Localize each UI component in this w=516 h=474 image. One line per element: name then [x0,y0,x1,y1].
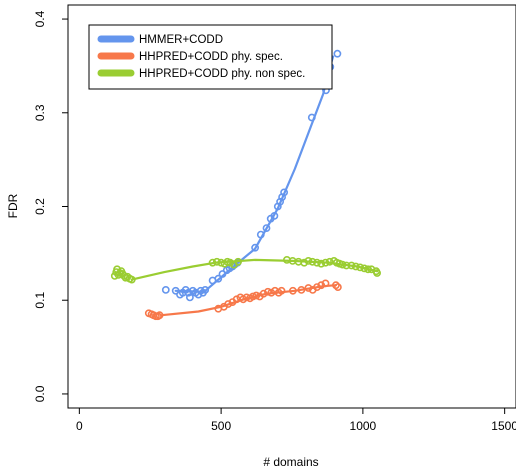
data-point [218,270,227,278]
data-point [342,261,351,270]
data-point [155,311,164,320]
data-point [171,286,180,295]
x-axis-title: # domains [263,455,318,469]
x-tick-label: 1500 [491,419,516,433]
y-tick-label: 0.0 [33,385,47,402]
y-tick-label: 0.3 [33,104,47,121]
x-tick-label: 500 [211,419,231,433]
series-2 [144,279,342,321]
y-tick-label: 0.4 [33,10,47,27]
data-point [307,113,316,122]
legend: HMMER+CODD HHPRED+CODD phy. spec. HHPRED+C… [88,24,333,90]
series-layer [110,49,381,321]
data-point [373,269,381,277]
data-point [304,256,313,265]
data-point [360,264,369,273]
data-point [224,300,233,308]
data-point [201,285,210,294]
series-3 [110,255,381,284]
data-point [263,287,272,296]
data-point [313,258,321,267]
data-point [208,258,217,267]
data-point [184,288,193,297]
data-point [304,284,313,292]
data-point [325,257,334,266]
data-point [252,291,261,300]
data-point [234,257,242,266]
data-point [288,286,297,295]
y-tick-label: 0.1 [33,292,47,309]
data-point [251,243,259,252]
data-point [214,274,223,283]
y-axis-title: FDR [6,193,20,218]
x-tick-label: 0 [76,419,83,433]
data-point [331,281,340,290]
data-point [321,279,330,288]
legend-label: HHPRED+CODD phy. spec. [139,51,283,63]
data-point [333,49,342,58]
data-point [338,260,347,269]
data-point [161,285,170,294]
legend-label: HMMER+CODD [139,34,223,46]
data-point [277,286,286,295]
data-point [321,258,330,267]
data-point [270,211,279,220]
data-point [127,275,136,284]
data-point [347,261,356,270]
data-point [351,262,360,271]
x-axis: 0 500 1000 1500 [76,408,516,433]
data-point [259,289,268,298]
data-point [317,259,326,268]
y-tick-label: 0.2 [33,198,47,215]
data-point [356,263,364,272]
data-point [317,281,326,290]
legend-label: HHPRED+CODD phy. non spec. [139,68,305,80]
data-point [333,283,342,291]
y-axis: 0.0 0.1 0.2 0.3 0.4 [33,10,68,402]
series-trend-line [174,55,335,293]
data-point [297,285,306,294]
x-tick-label: 1000 [350,419,377,433]
data-point [262,224,271,232]
data-point [256,230,265,239]
data-point [364,265,372,274]
data-point [185,293,194,302]
data-point [300,258,309,267]
data-point [313,283,321,291]
data-point [212,257,221,266]
data-point [308,257,317,266]
data-point [280,188,288,197]
